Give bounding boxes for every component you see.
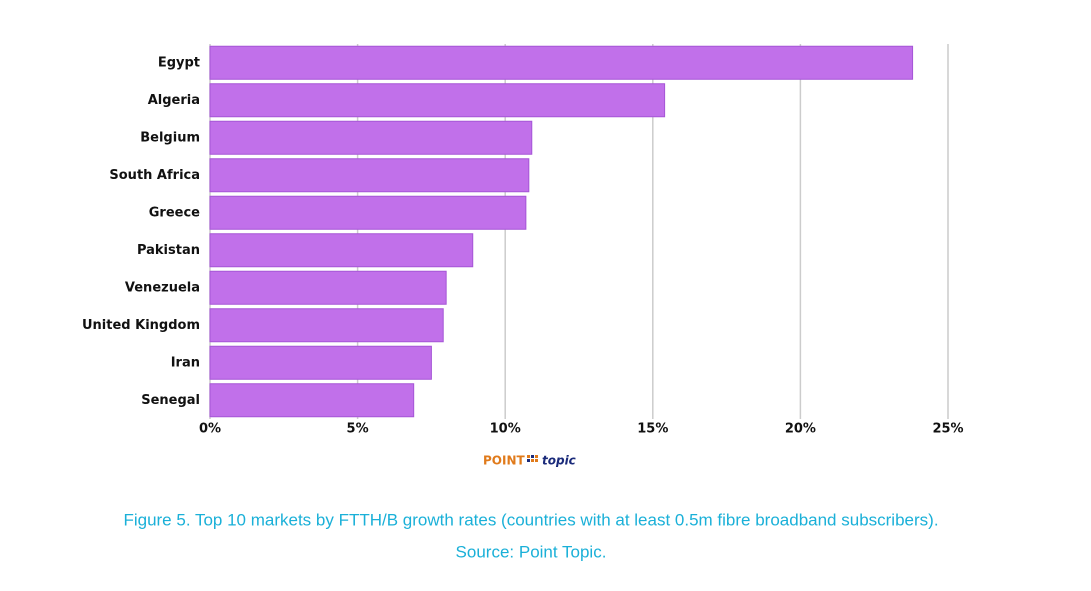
bar	[209, 45, 914, 80]
logo-dot	[527, 459, 530, 462]
y-tick-label: Algeria	[148, 93, 200, 108]
bar	[209, 195, 527, 230]
y-tick-label: United Kingdom	[82, 318, 200, 333]
x-tick-label: 0%	[199, 422, 221, 437]
x-tick-label: 20%	[785, 422, 816, 437]
x-tick-label: 5%	[347, 422, 369, 437]
logo-dot	[527, 455, 530, 458]
logo-dot	[531, 459, 534, 462]
caption: Figure 5. Top 10 markets by FTTH/B growt…	[123, 510, 938, 529]
y-tick-label: Pakistan	[137, 243, 200, 258]
x-tick-label: 15%	[637, 422, 668, 437]
logo: POINT topic	[483, 454, 576, 468]
y-tick-label: Senegal	[141, 393, 200, 408]
bar	[209, 345, 432, 380]
y-tick-label: Egypt	[158, 55, 200, 70]
bar	[209, 120, 533, 155]
bar	[209, 158, 530, 193]
bar	[209, 308, 444, 343]
logo-text: topic	[542, 454, 576, 468]
source: Source: Point Topic.	[456, 542, 607, 561]
logo-dot	[535, 455, 538, 458]
y-tick-label: Iran	[171, 355, 200, 370]
y-tick-label: Belgium	[140, 130, 200, 145]
bar	[209, 233, 474, 268]
y-tick-label: South Africa	[109, 168, 200, 183]
bar	[209, 83, 666, 118]
bar	[209, 383, 415, 418]
logo-dot	[531, 455, 534, 458]
x-tick-label: 25%	[932, 422, 963, 437]
bar	[209, 270, 447, 305]
y-tick-label: Greece	[149, 205, 200, 220]
y-tick-label: Venezuela	[125, 280, 200, 295]
logo-dot	[535, 459, 538, 462]
logo-text: POINT	[483, 454, 526, 468]
x-tick-label: 10%	[490, 422, 521, 437]
